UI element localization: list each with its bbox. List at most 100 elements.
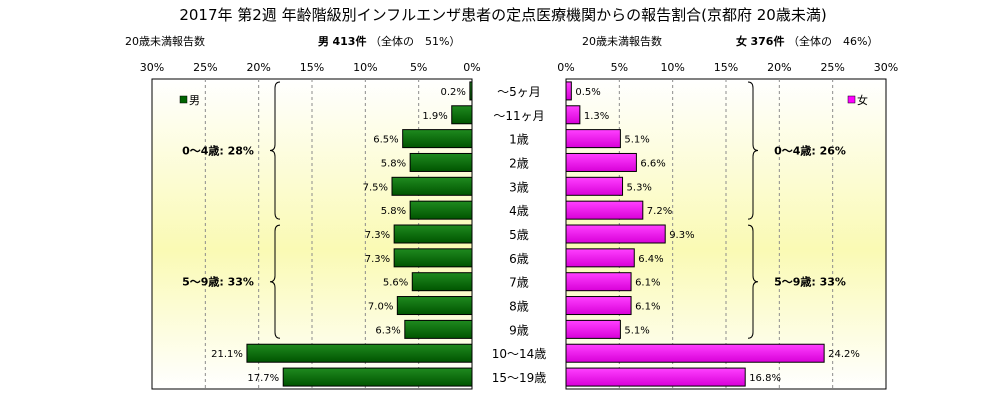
female-bar [565,248,635,268]
male-value-label: 6.3% [375,325,400,336]
female-legend-label: 女 [857,93,868,107]
male-bar [451,105,473,125]
left-count-label: 20歳未満報告数 [125,35,205,48]
right-axis-tick: 15% [714,61,738,74]
age-category-label: ～11ヶ月 [493,109,544,123]
male-bar [411,272,473,292]
male-group-label: 0～4歳: 28% [182,144,254,158]
female-bar [565,81,572,101]
female-group-brace [747,81,759,220]
male-value-label: 17.7% [247,373,279,384]
left-share: （全体の 51%） [369,35,461,48]
female-value-label: 6.1% [635,302,660,313]
age-category-label: 15～19歳 [492,371,547,385]
female-value-label: 5.3% [627,182,652,193]
right-axis-tick: 25% [820,61,844,74]
male-bar [469,81,473,101]
male-value-label: 0.2% [440,87,465,98]
female-bar [565,224,666,244]
age-category-label: 4歳 [509,204,529,218]
female-legend-swatch [847,95,856,104]
female-bar [565,272,632,292]
female-bar [565,152,637,172]
male-bar [409,152,473,172]
left-cases: 413件 [332,35,367,48]
male-value-label: 1.9% [422,111,447,122]
male-bar [393,248,473,268]
male-value-label: 7.0% [368,302,393,313]
male-group-brace [269,81,281,220]
female-bar [565,367,746,387]
age-category-label: 7歳 [509,276,529,290]
left-axis-tick: 0% [463,61,480,74]
right-axis-tick: 5% [611,61,628,74]
male-legend-label: 男 [189,94,200,107]
chart-title: 2017年 第2週 年齢階級別インフルエンザ患者の定点医療機関からの報告割合(京… [179,6,827,24]
female-value-label: 24.2% [828,349,860,360]
male-group-brace [269,224,281,339]
right-share: （全体の 46%） [787,35,879,48]
female-bar [565,105,581,125]
male-bar [282,367,473,387]
age-category-label: 9歳 [509,323,529,337]
female-value-label: 6.1% [635,278,660,289]
female-value-label: 5.1% [624,325,649,336]
age-category-label: 5歳 [509,228,529,242]
female-value-label: 1.3% [584,111,609,122]
left-axis-tick: 15% [300,61,324,74]
right-axis-tick: 30% [874,61,898,74]
right-axis-tick: 0% [557,61,574,74]
male-value-label: 5.8% [381,206,406,217]
male-group-label: 5～9歳: 33% [182,275,254,289]
female-value-label: 6.4% [638,254,663,265]
female-value-label: 7.2% [647,206,672,217]
female-bar [565,319,621,339]
female-group-label: 5～9歳: 33% [774,275,846,289]
male-bar [396,296,473,316]
right-axis-tick: 20% [767,61,791,74]
age-category-label: 1歳 [509,133,529,147]
male-bar [404,319,473,339]
female-bar [565,343,825,363]
male-bar [246,343,473,363]
male-legend-swatch [179,95,188,104]
male-value-label: 5.6% [383,278,408,289]
male-bar [402,129,473,149]
female-value-label: 5.1% [624,135,649,146]
age-category-label: ～5ヶ月 [497,85,541,99]
female-bar [565,200,644,220]
right-cases: 376件 [750,35,785,48]
age-category-label: 2歳 [509,156,529,170]
female-bar [565,296,632,316]
female-value-label: 9.3% [669,230,694,241]
male-value-label: 7.3% [365,254,390,265]
left-axis-tick: 5% [410,61,427,74]
right-axis-tick: 10% [660,61,684,74]
female-value-label: 6.6% [640,158,665,169]
left-summary: 男 413件 （全体の 51%） [318,33,460,49]
right-sex: 女 [736,35,747,48]
male-value-label: 7.5% [363,182,388,193]
female-value-label: 0.5% [575,87,600,98]
age-category-label: 10～14歳 [492,347,547,361]
female-bar [565,176,624,196]
male-value-label: 7.3% [365,230,390,241]
male-value-label: 6.5% [373,135,398,146]
female-value-label: 16.8% [749,373,781,384]
male-value-label: 5.8% [381,158,406,169]
left-axis-tick: 30% [140,61,164,74]
male-bar [393,224,473,244]
right-summary: 女 376件 （全体の 46%） [736,33,878,49]
right-count-label: 20歳未満報告数 [582,35,662,48]
left-axis-tick: 10% [353,61,377,74]
age-category-label: 6歳 [509,252,529,266]
male-value-label: 21.1% [211,349,243,360]
left-axis-tick: 25% [193,61,217,74]
male-bar [391,176,473,196]
male-bar [409,200,473,220]
female-group-label: 0～4歳: 26% [774,144,846,158]
female-bar [565,129,621,149]
left-sex: 男 [318,35,329,48]
age-category-label: 8歳 [509,300,529,314]
